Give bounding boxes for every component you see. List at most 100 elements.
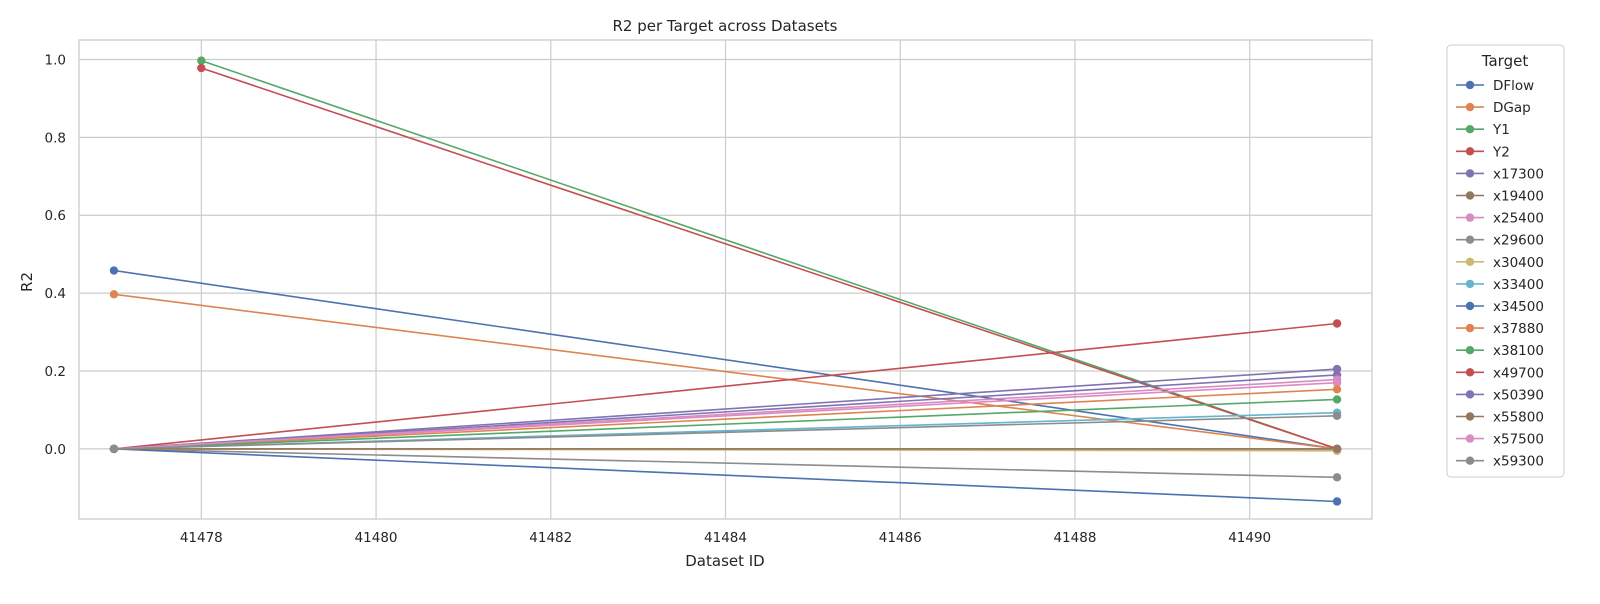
- legend-label: DFlow: [1493, 78, 1534, 94]
- data-point: [1332, 385, 1342, 394]
- legend-swatch-marker: [1465, 213, 1475, 222]
- legend-item: x49700: [1456, 365, 1544, 381]
- series-line: [113, 398, 1338, 450]
- series-line: [113, 388, 1338, 450]
- data-point: [197, 56, 206, 65]
- legend-label: x50390: [1493, 387, 1544, 403]
- legend-item: Y2: [1456, 144, 1510, 160]
- legend-label: x30400: [1493, 255, 1544, 271]
- legend-swatch-marker: [1465, 125, 1475, 134]
- legend-label: Y1: [1492, 122, 1510, 138]
- legend-item: x55800: [1456, 410, 1544, 426]
- series-line: [113, 293, 1338, 450]
- legend-swatch-marker: [1465, 434, 1475, 443]
- legend-swatch-marker: [1465, 235, 1475, 244]
- series-line: [113, 448, 1338, 479]
- y-axis-label: R2: [18, 272, 36, 292]
- series-line: [201, 67, 1338, 450]
- legend-label: x33400: [1493, 277, 1544, 293]
- series-line: [201, 59, 1338, 450]
- x-tick-label: 41484: [704, 530, 747, 546]
- legend-swatch-marker: [1465, 279, 1475, 289]
- data-point: [109, 266, 119, 275]
- legend-item: x34500: [1456, 299, 1544, 315]
- y-tick-label: 0.4: [45, 286, 66, 302]
- series-line: [113, 378, 1338, 450]
- legend-swatch-marker: [1465, 323, 1475, 333]
- legend-label: x17300: [1493, 166, 1544, 182]
- legend-label: x49700: [1493, 365, 1544, 381]
- data-point: [1332, 473, 1342, 482]
- data-point: [1332, 395, 1342, 404]
- data-point: [197, 63, 206, 73]
- y-tick-label: 0.8: [45, 130, 66, 146]
- data-point: [1332, 444, 1342, 454]
- legend-title: Target: [1481, 52, 1529, 70]
- legend-item: x33400: [1456, 277, 1544, 293]
- data-point: [1332, 375, 1342, 384]
- legend-label: x38100: [1493, 343, 1544, 359]
- x-tick-label: 41486: [879, 530, 922, 546]
- series-lines: [109, 56, 1342, 506]
- data-point: [109, 290, 119, 299]
- legend-swatch-marker: [1465, 390, 1475, 399]
- legend-label: x57500: [1493, 432, 1544, 448]
- legend-swatch-marker: [1465, 456, 1475, 465]
- legend-swatch-marker: [1465, 346, 1475, 355]
- legend-label: x25400: [1493, 211, 1544, 227]
- x-tick-label: 41490: [1228, 530, 1271, 546]
- series-x59300: [109, 411, 1342, 454]
- legend-item: x38100: [1456, 343, 1544, 359]
- legend-label: x34500: [1493, 299, 1544, 315]
- legend-swatch-marker: [1465, 257, 1475, 266]
- y-tick-label: 0.2: [45, 364, 66, 380]
- legend-swatch-marker: [1465, 412, 1475, 421]
- series-line: [113, 448, 1338, 503]
- data-point: [109, 444, 119, 454]
- legend-label: x29600: [1493, 233, 1544, 249]
- legend-item: x59300: [1456, 454, 1544, 470]
- legend-label: x59300: [1493, 454, 1544, 470]
- legend-item: x19400: [1456, 189, 1544, 205]
- data-point: [1332, 411, 1342, 421]
- y-tick-label: 0.6: [45, 208, 66, 224]
- x-tick-label: 41488: [1053, 530, 1096, 546]
- series-line: [113, 415, 1338, 450]
- data-point: [1332, 319, 1342, 328]
- chart-title: R2 per Target across Datasets: [613, 17, 838, 35]
- series-line: [113, 368, 1338, 450]
- legend-swatch-marker: [1465, 368, 1475, 377]
- legend-box: [1446, 44, 1565, 478]
- legend-label: x55800: [1493, 410, 1544, 426]
- legend-label: x19400: [1493, 189, 1544, 205]
- x-tick-label: 41480: [355, 530, 398, 546]
- legend-swatch-marker: [1465, 301, 1475, 311]
- legend-item: x50390: [1456, 387, 1544, 403]
- axis-ticks: 41478 41480 41482 41484 41486 41488 41490 0.0 0.…: [45, 52, 1272, 546]
- legend-items: DFlow DGap Y1 Y2 x17300 x19400 x25400 x29600 x30…: [1456, 78, 1544, 470]
- legend-item: DGap: [1456, 100, 1531, 116]
- legend-item: x30400: [1456, 255, 1544, 271]
- legend-item: x25400: [1456, 211, 1544, 227]
- data-point: [1332, 364, 1342, 374]
- legend-label: Y2: [1492, 144, 1510, 160]
- legend-swatch-marker: [1465, 102, 1475, 112]
- legend-item: DFlow: [1456, 78, 1534, 94]
- data-point: [1332, 497, 1342, 506]
- legend-item: Y1: [1456, 122, 1510, 138]
- x-tick-label: 41482: [529, 530, 572, 546]
- legend-label: DGap: [1493, 100, 1531, 116]
- legend-swatch-marker: [1465, 169, 1475, 178]
- legend-item: x17300: [1456, 166, 1544, 182]
- legend-swatch-marker: [1465, 147, 1475, 156]
- legend-item: x37880: [1456, 321, 1544, 337]
- y-tick-label: 1.0: [45, 52, 66, 68]
- legend-label: x37880: [1493, 321, 1544, 337]
- series-line: [113, 322, 1338, 450]
- legend: Target DFlow DGap Y1 Y2 x17300 x19400 x25400 x2…: [1446, 44, 1565, 478]
- legend-swatch-marker: [1465, 191, 1475, 200]
- plot-frame: [78, 39, 1373, 520]
